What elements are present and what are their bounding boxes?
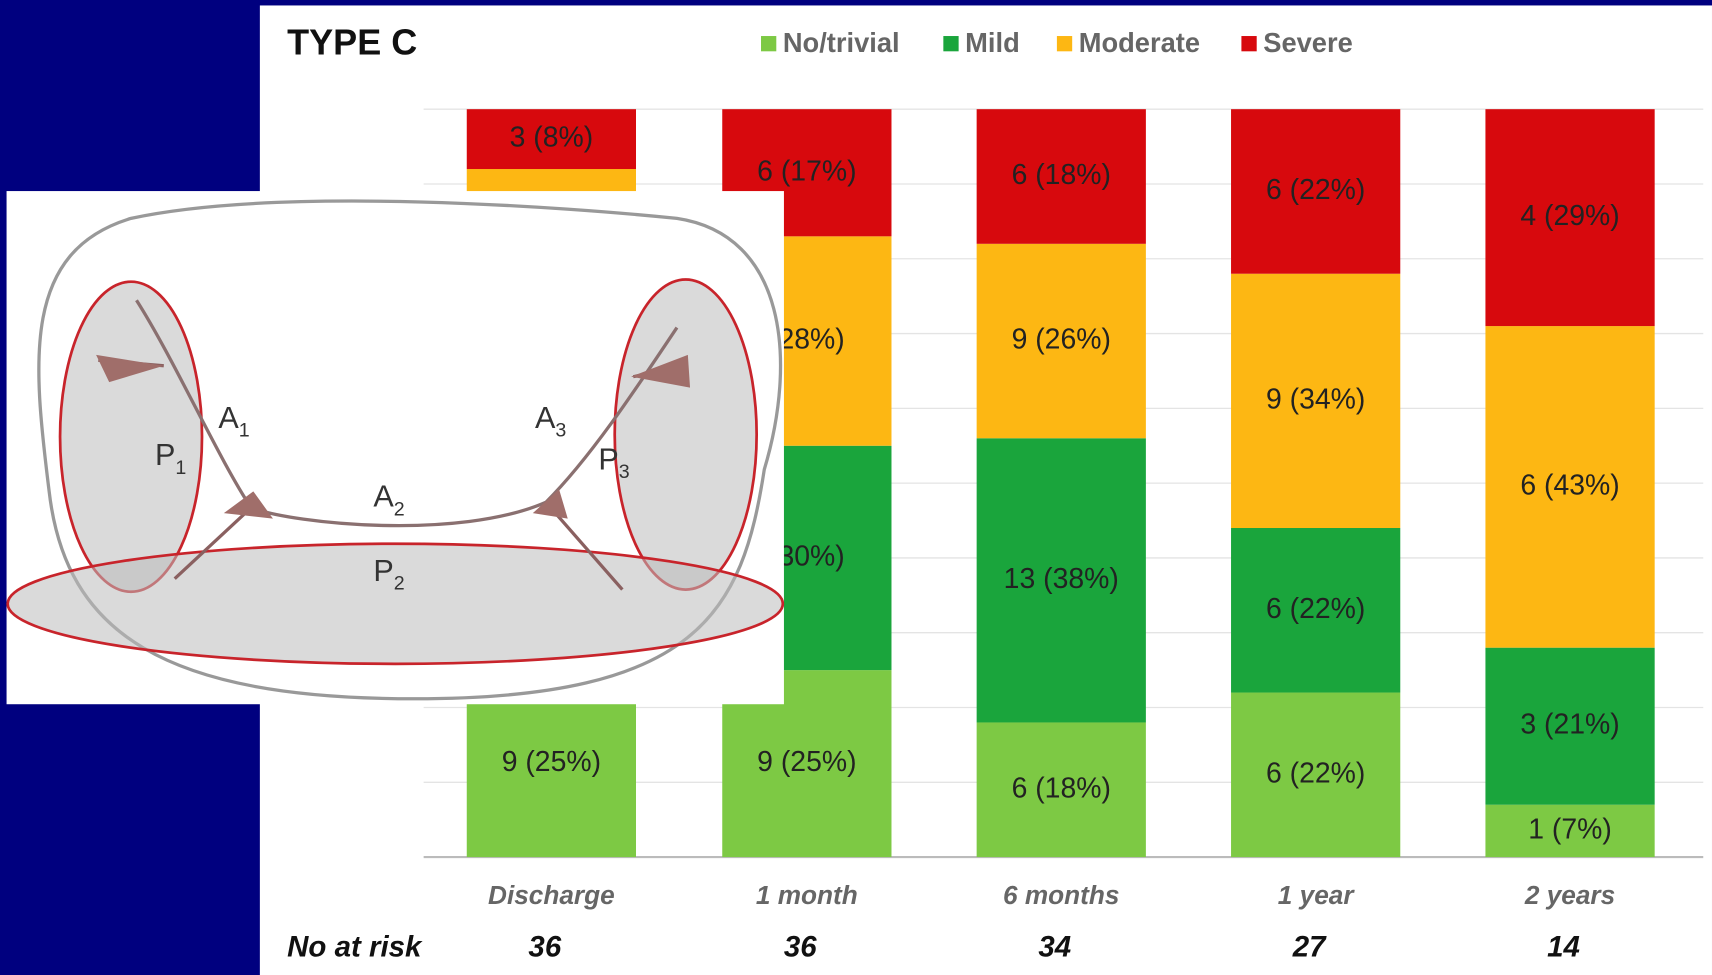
value-label: 9 (25%) xyxy=(757,746,856,778)
value-label: 3 (21%) xyxy=(1520,709,1619,741)
value-label: 6 (22%) xyxy=(1266,174,1365,206)
bar-segment xyxy=(466,109,636,170)
label-p3: P3 xyxy=(598,442,629,483)
bar-segment xyxy=(1485,326,1655,648)
bar-segment xyxy=(1231,273,1401,529)
legend-swatch xyxy=(761,36,777,52)
coaptation-line xyxy=(135,299,679,528)
scallop-p3 xyxy=(613,278,759,591)
value-label: 9 (26%) xyxy=(1012,324,1111,356)
label-a3: A3 xyxy=(535,401,566,442)
value-label: 6 (43%) xyxy=(1520,469,1619,501)
value-label: 4 (29%) xyxy=(1520,200,1619,232)
value-label: 6 (22%) xyxy=(1266,757,1365,789)
x-tick-label: 1 year xyxy=(1278,880,1356,910)
legend-label: No/trivial xyxy=(783,27,900,58)
legend-swatch xyxy=(1056,36,1073,52)
bar-segment xyxy=(1231,528,1401,693)
legend-label: Severe xyxy=(1263,27,1353,58)
label-a1: A1 xyxy=(218,401,249,442)
value-label: 6 (18%) xyxy=(1012,159,1111,191)
at-risk-value: 27 xyxy=(1292,930,1327,963)
value-label: 9 (25%) xyxy=(502,746,601,778)
legend-label: Mild xyxy=(965,27,1020,58)
at-risk-label: No at risk xyxy=(287,930,423,963)
x-tick-label: 2 years xyxy=(1524,880,1615,910)
legend-swatch xyxy=(1241,36,1257,52)
x-tick-label: 6 months xyxy=(1003,880,1119,910)
bar-segment xyxy=(1231,692,1401,858)
at-risk-value: 36 xyxy=(784,930,817,963)
at-risk-value: 14 xyxy=(1547,930,1580,963)
bar-segment xyxy=(1485,804,1655,858)
scallop-p2 xyxy=(6,542,785,666)
scallop-p1 xyxy=(58,280,204,594)
legend-label: Moderate xyxy=(1079,27,1200,58)
bar-segment xyxy=(1485,647,1655,805)
label-p2: P2 xyxy=(373,554,404,595)
at-risk-value: 34 xyxy=(1038,930,1071,963)
commissures xyxy=(98,358,689,591)
chart-title: TYPE C xyxy=(287,22,417,63)
valve-diagram: A1 A2 A3 P1 P2 P3 xyxy=(6,191,785,705)
value-label: 13 (38%) xyxy=(1004,563,1119,595)
bar-segment xyxy=(976,243,1146,439)
label-a2: A2 xyxy=(373,480,404,521)
value-label: 3 (8%) xyxy=(510,122,594,154)
value-label: 6 (22%) xyxy=(1266,593,1365,625)
bar-segment xyxy=(976,722,1146,858)
bar-segment xyxy=(976,109,1146,244)
bar-segment xyxy=(1485,109,1655,327)
value-label: 1 (7%) xyxy=(1528,813,1612,845)
bar-segment xyxy=(976,438,1146,723)
legend-swatch xyxy=(943,36,959,52)
value-label: 9 (34%) xyxy=(1266,383,1365,415)
x-tick-label: Discharge xyxy=(488,880,615,910)
value-label: 6 (18%) xyxy=(1012,772,1111,804)
x-tick-label: 1 month xyxy=(756,880,858,910)
bar-segment xyxy=(1231,109,1401,274)
at-risk-value: 36 xyxy=(528,930,561,963)
label-p1: P1 xyxy=(155,438,186,479)
value-label: 6 (17%) xyxy=(757,155,856,187)
